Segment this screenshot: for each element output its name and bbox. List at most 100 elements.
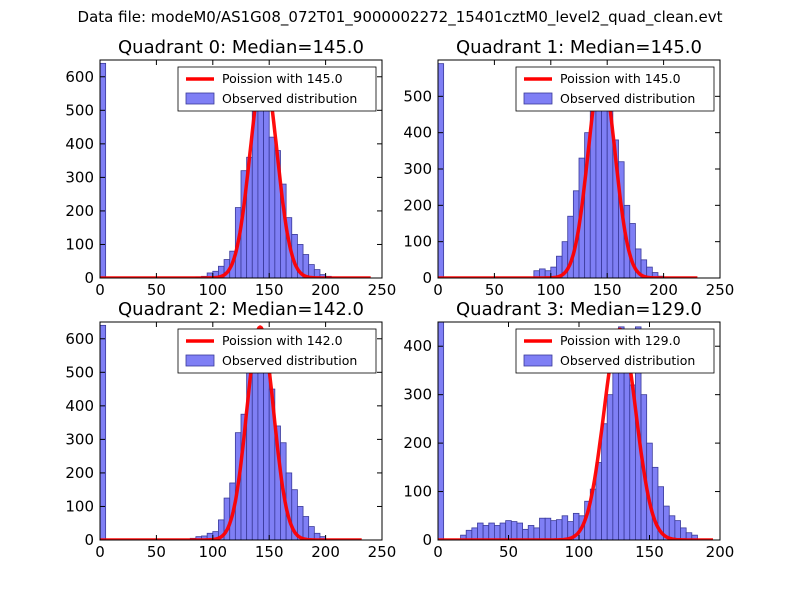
x-tick-label: 0	[95, 281, 105, 299]
histogram-bar	[100, 62, 107, 278]
x-tick-label: 50	[499, 543, 518, 561]
y-tick-label: 200	[403, 196, 432, 214]
histogram-bar	[477, 522, 484, 540]
legend-observed-label: Observed distribution	[222, 91, 357, 106]
x-tick-label: 0	[433, 281, 443, 299]
panel-title: Quadrant 2: Median=142.0	[118, 299, 364, 320]
legend-poisson-label: Poission with 142.0	[222, 333, 343, 348]
histogram-bar	[623, 355, 631, 540]
y-tick-label: 400	[403, 337, 432, 355]
y-tick-label: 200	[65, 202, 94, 220]
y-tick-label: 300	[403, 160, 432, 178]
chart-panel-1: Quadrant 1: Median=145.0 0 50 100 150 200 250 0…	[403, 37, 734, 299]
y-tick-label: 200	[65, 464, 94, 482]
x-tick-label: 150	[255, 543, 284, 561]
panel-title: Quadrant 3: Median=129.0	[456, 299, 702, 320]
histogram-bar	[482, 525, 490, 540]
x-tick-label: 150	[635, 543, 664, 561]
x-tick-label: 150	[255, 281, 284, 299]
x-tick-label: 50	[485, 281, 504, 299]
legend: Poission with 145.0 Observed distribution	[177, 66, 377, 112]
histogram-bar	[550, 520, 557, 540]
legend-poisson-label: Poission with 129.0	[560, 333, 681, 348]
plot-area	[100, 62, 372, 278]
x-tick-label: 50	[147, 281, 166, 299]
y-tick-label: 400	[403, 124, 432, 142]
histogram-bar	[544, 517, 552, 540]
y-tick-label: 300	[403, 386, 432, 404]
legend-observed-swatch	[523, 354, 553, 367]
y-tick-label: 600	[65, 68, 94, 86]
x-tick-label: 250	[368, 543, 397, 561]
x-tick-label: 250	[706, 281, 735, 299]
legend: Poission with 145.0 Observed distribution	[515, 66, 715, 112]
legend-poisson-label: Poission with 145.0	[222, 71, 343, 86]
histogram-bar	[668, 515, 676, 540]
histogram-bar	[471, 527, 478, 540]
legend: Poission with 129.0 Observed distribution	[515, 328, 715, 374]
histogram-bar	[499, 522, 507, 540]
histogram-bar	[302, 516, 310, 540]
x-tick-label: 200	[649, 281, 678, 299]
histogram-bar	[263, 371, 270, 540]
poisson-curve	[100, 325, 363, 540]
histogram-bar	[556, 519, 563, 540]
y-tick-label: 300	[65, 430, 94, 448]
y-tick-label: 0	[84, 531, 94, 549]
y-tick-label: 400	[65, 135, 94, 153]
x-tick-label: 250	[368, 281, 397, 299]
histogram-bar	[438, 322, 445, 540]
legend: Poission with 142.0 Observed distribution	[177, 328, 377, 374]
y-tick-label: 0	[84, 269, 94, 287]
x-tick-label: 150	[593, 281, 622, 299]
y-tick-label: 100	[65, 235, 94, 253]
x-tick-label: 200	[706, 543, 735, 561]
x-tick-label: 100	[198, 281, 227, 299]
histogram-bar	[516, 522, 524, 540]
histogram-bar	[100, 324, 107, 540]
y-tick-label: 600	[65, 330, 94, 348]
histogram-bar	[561, 515, 569, 540]
plot-area	[100, 324, 363, 540]
histogram-bar	[606, 394, 614, 540]
histogram-bar	[674, 520, 681, 540]
legend-observed-swatch	[185, 92, 215, 105]
y-tick-label: 100	[403, 233, 432, 251]
x-tick-label: 100	[198, 543, 227, 561]
legend-poisson-label: Poission with 145.0	[560, 71, 681, 86]
x-tick-label: 50	[147, 543, 166, 561]
y-tick-label: 500	[65, 101, 94, 119]
legend-observed-label: Observed distribution	[560, 353, 695, 368]
panel-title: Quadrant 0: Median=145.0	[118, 37, 364, 58]
histogram-bar	[691, 534, 698, 540]
x-tick-label: 100	[536, 281, 565, 299]
histogram-bar	[313, 269, 321, 278]
panel-title: Quadrant 1: Median=145.0	[456, 37, 702, 58]
y-tick-label: 100	[65, 497, 94, 515]
y-tick-label: 500	[403, 87, 432, 105]
y-tick-label: 200	[403, 434, 432, 452]
histogram-bar	[493, 525, 501, 540]
histogram-bar	[612, 370, 619, 540]
axes-frame	[99, 59, 383, 279]
y-tick-label: 0	[422, 531, 432, 549]
x-tick-label: 100	[565, 543, 594, 561]
histogram-bar	[263, 89, 270, 278]
histogram-bar	[601, 423, 608, 540]
figure-title: Data file: modeM0/AS1G08_072T01_90000022…	[77, 8, 723, 26]
histogram-bar	[595, 88, 602, 278]
plot-area	[438, 63, 699, 278]
y-tick-label: 100	[403, 483, 432, 501]
y-tick-label: 300	[65, 168, 94, 186]
axes-frame	[99, 321, 383, 541]
chart-panel-3: Quadrant 3: Median=129.0 0 50 100 150 200 0 100…	[403, 299, 734, 561]
histogram-bar	[438, 63, 445, 278]
histogram-bar	[257, 96, 264, 278]
histogram-bar	[251, 345, 259, 540]
poisson-curve	[100, 69, 372, 278]
legend-observed-swatch	[523, 92, 553, 105]
poisson-curve	[438, 327, 714, 540]
legend-observed-swatch	[185, 354, 215, 367]
histogram-bar	[308, 526, 315, 540]
